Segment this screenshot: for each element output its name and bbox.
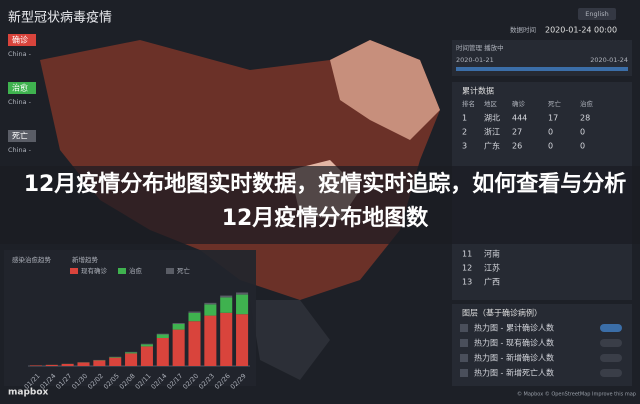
table-cell: 0 [548,128,553,137]
bar-segment [173,323,185,324]
map-logo: mapbox [8,388,49,398]
table-cell: 3 [462,142,467,151]
bar-segment [30,365,42,366]
bar-segment [141,344,153,346]
data-time: 2020-01-24 00:00 [545,26,617,35]
bar-segment [220,296,232,298]
bar-segment [204,304,216,315]
data-time-label: 数据时间 [510,25,536,34]
bar-segment [236,314,248,366]
layer-checkbox[interactable] [460,354,468,362]
bar-segment [236,293,248,295]
legend-label: 治愈 [129,266,143,275]
table-cell: 广东 [484,141,500,151]
bar-segment [188,312,200,313]
chart-tab: 感染治愈趋势 [12,255,52,264]
stat-label: 治愈 [12,83,28,93]
bar-segment [77,363,89,367]
bar-segment [109,357,121,358]
attribution[interactable]: © Mapbox © OpenStreetMap Improve this ma… [517,391,636,398]
layer-toggle[interactable] [600,369,622,377]
bar-segment [220,297,232,312]
layer-checkbox[interactable] [460,339,468,347]
table-cell: 0 [580,128,585,137]
layer-item: 热力图 - 新增确诊人数 [474,353,554,363]
layer-title: 图层（基于确诊病例） [462,308,542,318]
legend-swatch [70,268,78,274]
table-cell: 1 [462,114,467,123]
bar-segment [173,324,185,330]
timeline-start: 2020-01-21 [456,56,494,64]
overlay: 12月疫情分布地图实时数据，疫情实时追踪，如何查看与分析12月疫情分布地图数 [20,168,630,242]
legend-swatch [118,268,126,274]
bar-segment [173,330,185,366]
timeline-label: 时间管理 播放中 [456,43,504,52]
table-cell: 江苏 [484,263,500,273]
table-title: 累计数据 [462,86,494,96]
bar-segment [157,334,169,335]
chart-tab: 新增趋势 [72,255,99,264]
legend-label: 死亡 [177,266,191,275]
app-title: 新型冠状病毒疫情 [8,10,112,26]
table-cell: 广西 [484,277,500,287]
table-header: 确诊 [512,99,526,108]
table-header: 治愈 [580,99,594,108]
bar-segment [204,303,216,305]
layer-toggle[interactable] [600,339,622,347]
table-cell: 0 [580,142,585,151]
bar-segment [220,313,232,366]
bar-segment [125,353,137,366]
timeline-end: 2020-01-24 [590,56,628,64]
table-cell: 26 [512,142,522,151]
bar-segment [46,365,58,366]
table-cell: 28 [580,114,590,123]
bar-segment [93,360,105,366]
stat-label: 确诊 [12,35,28,45]
bar-segment [157,338,169,366]
table-cell: 湖北 [484,114,500,123]
bar-segment [236,295,248,315]
bar-segment [188,313,200,321]
bar-segment [157,335,169,339]
timeline-slider[interactable] [456,67,628,71]
legend-swatch [166,268,174,274]
table-cell: 444 [512,114,527,123]
table-cell: 浙江 [484,127,500,137]
table-header: 排名 [462,99,475,108]
bar-segment [188,321,200,366]
table-cell: 12 [462,264,472,273]
overlay-title: 12月疫情分布地图实时数据，疫情实时追踪，如何查看与分析12月疫情分布地图数 [20,168,630,236]
layer-toggle[interactable] [600,324,622,332]
table-cell: 河南 [484,249,500,259]
stat-region: China - [8,146,32,154]
stat-region: China - [8,50,32,58]
bar-segment [125,352,137,353]
table-cell: 17 [548,114,558,123]
layer-toggle[interactable] [600,354,622,362]
table-header: 地区 [484,99,498,108]
table-cell: 27 [512,128,522,137]
layer-item: 热力图 - 现有确诊人数 [474,338,554,348]
table-cell: 0 [548,142,553,151]
legend-label: 现有确诊 [81,266,108,275]
stat-label: 死亡 [12,131,28,141]
layer-checkbox[interactable] [460,324,468,332]
layer-checkbox[interactable] [460,369,468,377]
bar-segment [109,358,121,366]
stat-region: China - [8,98,32,106]
layer-item: 热力图 - 新增死亡人数 [474,368,554,378]
bar-segment [62,364,74,366]
table-header: 死亡 [548,99,562,108]
table-cell: 13 [462,278,472,287]
layer-item: 热力图 - 累计确诊人数 [474,323,554,333]
language-label[interactable]: English [585,10,608,18]
bar-segment [141,346,153,366]
table-cell: 11 [462,250,472,259]
table-cell: 2 [462,128,467,137]
bar-segment [141,344,153,345]
bar-segment [204,316,216,366]
